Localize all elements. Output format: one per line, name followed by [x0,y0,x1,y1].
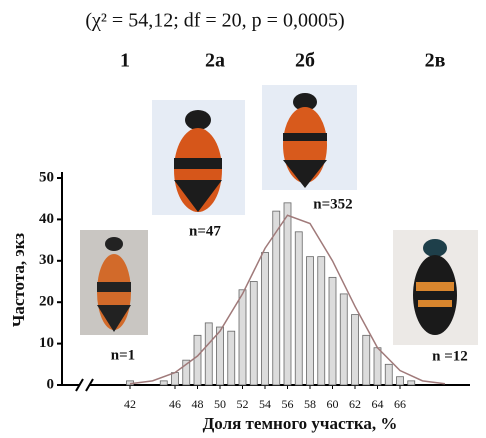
x-tick-label: 52 [237,397,249,411]
x-tick-label: 48 [192,397,204,411]
bar [307,257,314,385]
group-label: 2а [205,50,225,72]
x-tick-label: 50 [214,397,226,411]
bar [262,253,269,385]
bar [250,282,257,386]
group-count: n =12 [432,348,468,364]
x-tick-label: 66 [394,397,406,411]
bar [239,290,246,385]
group-count: n=352 [313,196,352,212]
bar [397,377,404,385]
x-tick-label: 42 [124,397,136,411]
bar [408,381,415,385]
group-count: n=1 [111,347,135,363]
x-tick-label: 56 [282,397,294,411]
y-tick-label: 0 [47,376,55,392]
bar [374,348,381,385]
bar [205,323,212,385]
bar [352,315,359,385]
y-tick-label: 20 [39,294,54,310]
photo-2a [152,100,245,215]
group-label: 1 [120,50,130,72]
photo-2v [393,230,478,345]
bar [340,294,347,385]
bar [217,327,224,385]
group-label: 2б [295,50,315,72]
photo-1 [80,230,148,335]
bar [363,335,370,385]
x-tick-label: 54 [259,397,271,411]
x-tick-label: 58 [304,397,316,411]
bar [318,257,325,385]
x-axis-label: Доля темного участка, % [203,414,398,433]
bar [172,373,179,385]
chart: (χ² = 54,12; df = 20, p = 0,0005) Частот… [0,0,486,438]
group-label: 2в [425,50,446,72]
y-tick-label: 10 [39,335,54,351]
x-tick-label: 62 [349,397,361,411]
bar [160,381,167,385]
chart-title: (χ² = 54,12; df = 20, p = 0,0005) [85,10,344,32]
bar [295,232,302,385]
y-tick-label: 40 [39,211,54,227]
bar [273,211,280,385]
bar [194,335,201,385]
bar [228,331,235,385]
bar [329,277,336,385]
y-tick-label: 30 [39,252,54,268]
y-axis-label: Частота, экз [9,233,28,327]
x-tick-label: 60 [327,397,339,411]
photo-2b [262,85,357,190]
x-tick-label: 64 [372,397,384,411]
group-count: n=47 [189,223,221,239]
bar [385,364,392,385]
bar [284,203,291,385]
y-tick-label: 50 [39,169,54,185]
x-tick-label: 46 [169,397,181,411]
